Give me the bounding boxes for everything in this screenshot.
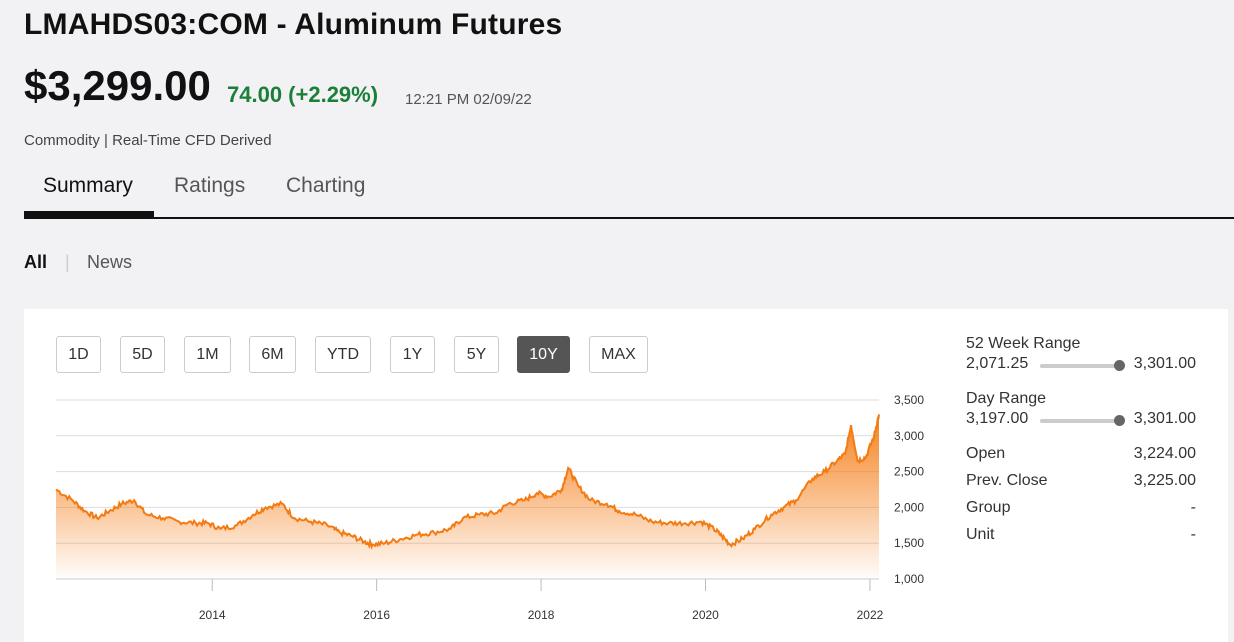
unit-value: - xyxy=(1190,526,1196,543)
day-range-label: Day Range xyxy=(966,390,1047,407)
week52-low: 2,071.25 xyxy=(966,355,1029,372)
y-tick-label: 1,000 xyxy=(894,572,924,586)
chart-panel: 1D 5D 1M 6M YTD 1Y 5Y 10Y MAX 3,500 3,000… xyxy=(24,309,1228,642)
price-chart: 3,500 3,000 2,500 2,000 1,500 1,000 2014 2016 20… xyxy=(55,393,924,622)
current-price: $3,299.00 xyxy=(24,62,211,109)
x-tick-label: 2022 xyxy=(857,608,884,622)
week52-range-label: 52 Week Range xyxy=(966,335,1081,352)
tab-ratings[interactable]: Ratings xyxy=(174,174,246,197)
filter-all[interactable]: All xyxy=(24,252,48,272)
week52-high: 3,301.00 xyxy=(1133,355,1196,372)
y-tick-label: 2,000 xyxy=(894,500,924,514)
range-button-5d[interactable]: 5D xyxy=(120,336,165,373)
range-button-1y[interactable]: 1Y xyxy=(390,336,435,373)
instrument-subtitle: Commodity | Real-Time CFD Derived xyxy=(24,132,272,149)
week52-range-marker xyxy=(1114,360,1125,371)
filter-divider: | xyxy=(65,252,70,272)
x-tick-label: 2018 xyxy=(528,608,555,622)
price-area-fill xyxy=(56,414,879,579)
price-series-line xyxy=(55,414,880,550)
prev-close-label: Prev. Close xyxy=(966,472,1048,489)
open-label: Open xyxy=(966,445,1006,462)
page-title: LMAHDS03:COM - Aluminum Futures xyxy=(24,8,563,41)
group-label: Group xyxy=(966,499,1011,516)
day-high: 3,301.00 xyxy=(1133,410,1196,427)
range-button-10y[interactable]: 10Y xyxy=(517,336,570,373)
y-tick-label: 2,500 xyxy=(894,465,924,479)
range-button-5y[interactable]: 5Y xyxy=(454,336,499,373)
day-range-slider xyxy=(1040,415,1125,426)
filter-news[interactable]: News xyxy=(87,252,133,272)
day-range-fill xyxy=(1040,419,1120,423)
prev-close-value: 3,225.00 xyxy=(1133,472,1196,489)
x-tick-label: 2014 xyxy=(199,608,226,622)
open-value: 3,224.00 xyxy=(1133,445,1196,462)
tab-summary[interactable]: Summary xyxy=(43,174,133,197)
x-tick-label: 2020 xyxy=(692,608,719,622)
day-range-marker xyxy=(1114,415,1125,426)
range-button-max[interactable]: MAX xyxy=(589,336,648,373)
y-tick-label: 3,500 xyxy=(894,393,924,407)
range-button-ytd[interactable]: YTD xyxy=(315,336,371,373)
range-button-1d[interactable]: 1D xyxy=(56,336,101,373)
group-value: - xyxy=(1190,499,1196,516)
y-tick-label: 1,500 xyxy=(894,536,924,550)
price-timestamp: 12:21 PM 02/09/22 xyxy=(405,91,532,108)
week52-range-slider xyxy=(1040,360,1125,371)
tab-charting[interactable]: Charting xyxy=(286,174,366,197)
price-change: 74.00 (+2.29%) xyxy=(227,82,379,107)
day-low: 3,197.00 xyxy=(966,410,1029,427)
main-tabs: Summary Ratings Charting xyxy=(24,168,1234,219)
week52-range-fill xyxy=(1040,364,1120,368)
range-button-6m[interactable]: 6M xyxy=(249,336,296,373)
active-tab-indicator xyxy=(24,211,154,217)
range-button-1m[interactable]: 1M xyxy=(184,336,231,373)
unit-label: Unit xyxy=(966,526,995,543)
y-tick-label: 3,000 xyxy=(894,429,924,443)
x-tick-label: 2016 xyxy=(363,608,390,622)
